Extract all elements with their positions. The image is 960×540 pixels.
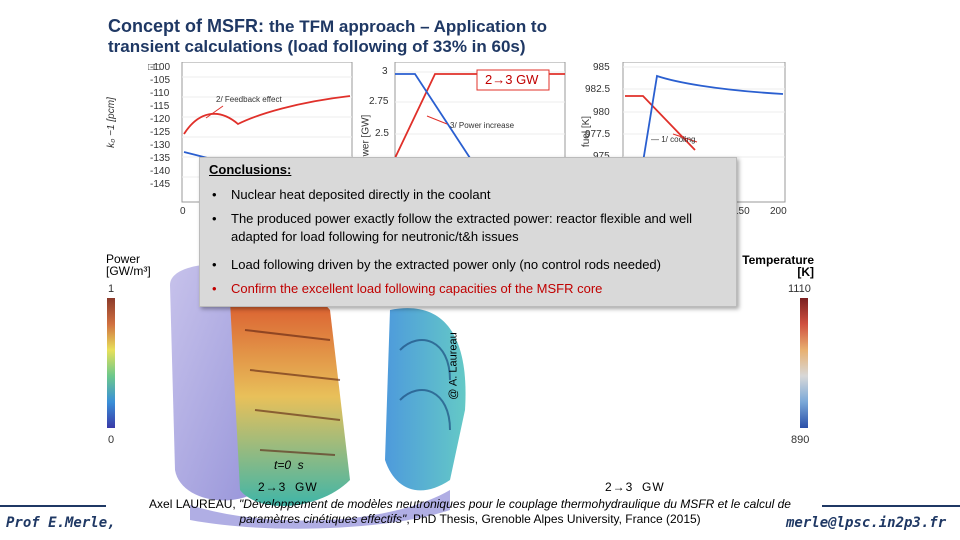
conclusions-box: Conclusions: • Nuclear heat deposited di… (199, 157, 737, 307)
author-watermark: @ A. Laureau (447, 332, 460, 400)
temp-ytick-3: 977.5 (585, 129, 611, 140)
reactivity-ytick: -145 (150, 179, 171, 190)
temperature-scale-min: 890 (791, 434, 810, 446)
reactor-visualization (150, 240, 490, 530)
reactivity-ytick: -110 (150, 88, 170, 99)
page-title: Concept of MSFR: the TFM approach – Appl… (108, 16, 547, 56)
reactivity-ytick: -115 (150, 101, 170, 112)
cooling-annotation: — 1/ cooling (651, 135, 696, 144)
temperature-scale-bar (800, 298, 808, 428)
temp-ytick-4: 975 (593, 151, 610, 162)
footer-right-text: merle@lpsc.in2p3.fr (786, 515, 947, 531)
power-ytick-2: 2.5 (375, 128, 389, 139)
power-annotation: 3/ Power increase (450, 121, 515, 130)
gw-label: 2→3 GW (485, 72, 539, 87)
reactivity-xtick: 0 (180, 206, 186, 217)
reactivity-ytick: -105 (150, 75, 171, 86)
temp-xtick-150: 150 (733, 206, 750, 217)
power-scale-bar (107, 298, 115, 428)
temp-ytick-1: 982.5 (585, 84, 611, 95)
time-label: t=0 s (274, 458, 304, 472)
temp-xtick-200: 200 (770, 206, 787, 217)
temp-ytick-2: 980 (593, 107, 610, 118)
conclusions-heading: Conclusions: (209, 162, 292, 177)
power-ylabel: wer [GW] (360, 114, 372, 157)
temperature-scale-max: 1110 (788, 283, 811, 295)
power-scale-min: 0 (108, 434, 115, 446)
reference-credit: Axel LAUREAU, "Développement de modèles … (149, 497, 791, 526)
power-curve-blue (395, 73, 471, 159)
power-plot: wer [GW] 3 2.75 2.5 2→3 GW 3/ Power incr… (355, 62, 570, 162)
power-scale-title: Power [GW/m³] (106, 252, 151, 278)
temp-ytick-0: 985 (593, 62, 610, 73)
corner-marks: □□ (148, 62, 161, 73)
reactivity-ytick: -125 (150, 127, 171, 138)
footer-left-text: Prof E.Merle, (6, 515, 116, 531)
temperature-scale-title: Temperature [K] (742, 253, 814, 279)
footer-line-left (0, 505, 106, 507)
feedback-annotation: 2/ Feedback effect (216, 95, 282, 104)
reactivity-ytick: -120 (150, 114, 171, 125)
footer-line-right (822, 505, 960, 507)
power-ytick-0: 3 (382, 66, 388, 77)
gw-right-label: 2→3 GW (605, 480, 665, 494)
power-ytick-1: 2.75 (369, 96, 389, 107)
reactivity-ylabel: k₀ −1 [pcm] (105, 97, 117, 148)
power-scale-max: 1 (108, 283, 115, 295)
temperature-curve-blue (625, 74, 784, 163)
temperature-curve-red (625, 95, 696, 151)
reactivity-ytick: -140 (150, 166, 171, 177)
gw-left-label: 2→3 GW (258, 480, 318, 494)
reactivity-ytick: -100 (150, 62, 171, 73)
reactivity-curve-red (183, 95, 351, 135)
reactivity-ytick: -135 (150, 153, 171, 164)
reactivity-ytick: -130 (150, 140, 171, 151)
